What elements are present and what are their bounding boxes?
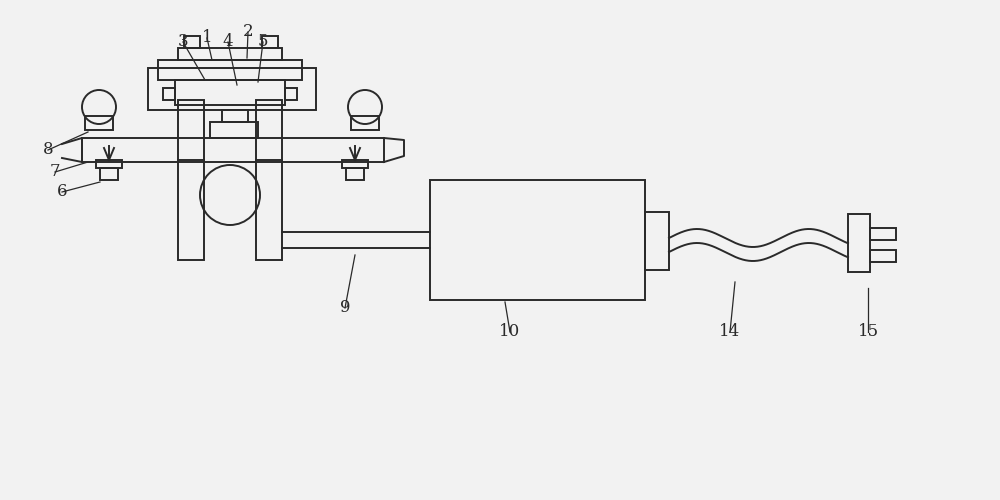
Text: 14: 14 xyxy=(719,324,741,340)
Bar xyxy=(870,228,896,240)
Bar xyxy=(178,48,282,60)
Text: 4: 4 xyxy=(223,34,233,50)
Text: 1: 1 xyxy=(202,30,212,46)
Bar xyxy=(848,214,870,272)
Bar xyxy=(184,36,200,48)
Text: 9: 9 xyxy=(340,300,350,316)
Bar xyxy=(262,36,278,48)
Bar xyxy=(222,110,248,122)
Bar xyxy=(178,100,204,260)
Bar xyxy=(96,160,122,168)
Text: 2: 2 xyxy=(243,24,253,40)
Text: 8: 8 xyxy=(43,142,53,158)
Bar xyxy=(870,250,896,262)
Bar xyxy=(148,68,316,110)
Bar xyxy=(256,100,282,260)
Bar xyxy=(430,180,645,300)
Text: 5: 5 xyxy=(258,34,268,50)
Bar xyxy=(351,116,379,130)
Text: 6: 6 xyxy=(57,184,67,200)
Text: 10: 10 xyxy=(499,324,521,340)
Bar xyxy=(100,168,118,180)
Bar xyxy=(342,160,368,168)
Bar xyxy=(346,168,364,180)
Bar xyxy=(175,80,285,105)
Bar xyxy=(645,212,669,270)
Bar xyxy=(82,138,384,162)
Bar xyxy=(210,122,258,138)
Bar xyxy=(158,60,302,80)
Text: 7: 7 xyxy=(50,164,60,180)
Bar xyxy=(285,88,297,100)
Text: 3: 3 xyxy=(178,34,188,50)
Text: 15: 15 xyxy=(857,324,879,340)
Bar xyxy=(163,88,175,100)
Bar xyxy=(85,116,113,130)
